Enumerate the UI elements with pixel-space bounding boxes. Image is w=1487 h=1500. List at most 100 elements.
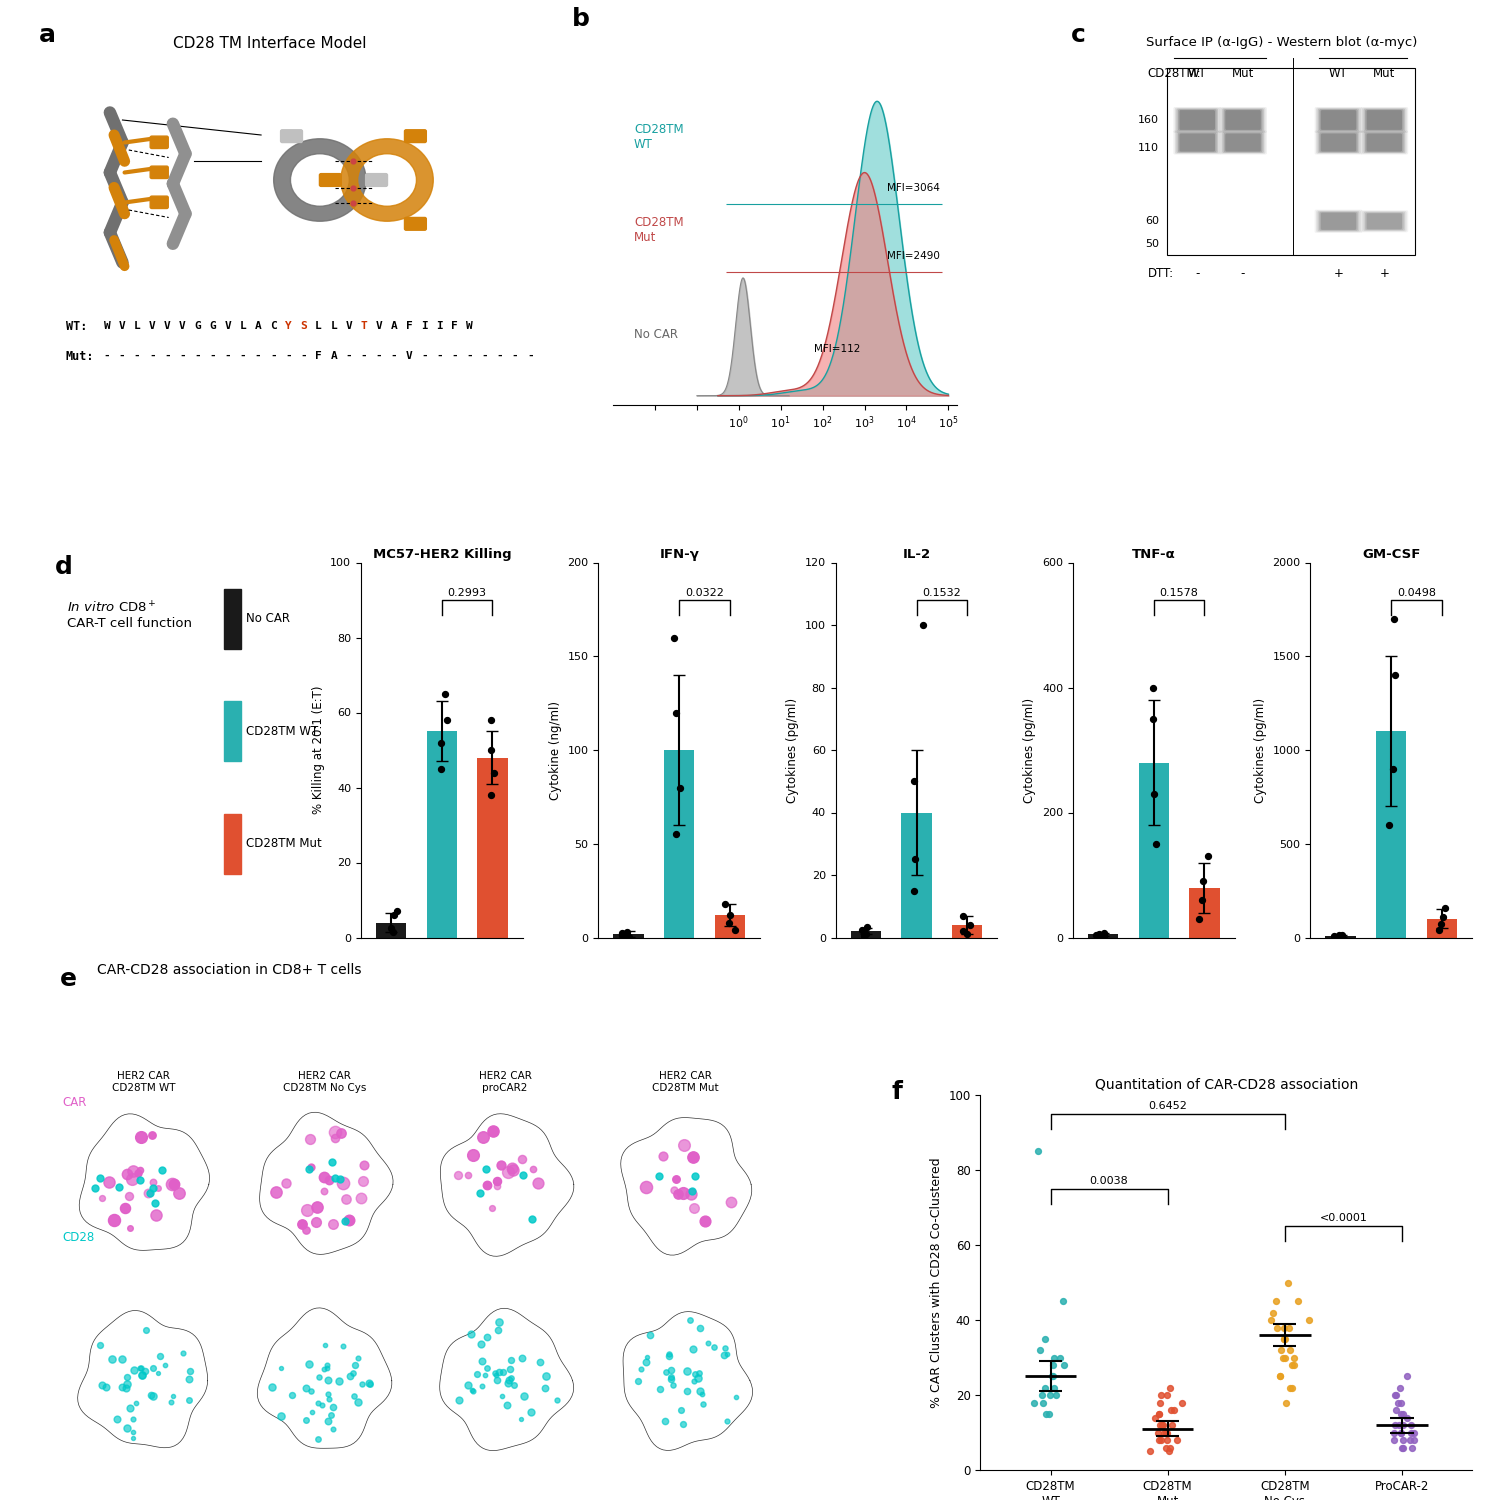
Point: [485, 1170, 509, 1194]
Point: [146, 1176, 170, 1200]
Bar: [952, 926, 983, 938]
Point: [1190, 888, 1213, 912]
Point: [338, 1208, 361, 1231]
Point: [1282, 1353, 1306, 1377]
Point: [1155, 1383, 1179, 1407]
Point: [1261, 1300, 1285, 1324]
Point: [122, 1420, 146, 1444]
Point: [675, 1378, 699, 1402]
Point: [1149, 1413, 1173, 1437]
Point: [141, 1176, 165, 1200]
Point: [1048, 1346, 1072, 1370]
Point: [702, 1335, 726, 1359]
FancyBboxPatch shape: [1367, 134, 1402, 152]
Point: [358, 1372, 382, 1396]
Text: -: -: [225, 351, 232, 361]
Point: [480, 1197, 504, 1221]
Point: [647, 1164, 671, 1188]
Point: [474, 1324, 498, 1348]
Point: [299, 1155, 323, 1179]
Point: [474, 1173, 498, 1197]
Point: [500, 1365, 523, 1389]
FancyBboxPatch shape: [1362, 132, 1407, 154]
Point: [122, 1407, 146, 1431]
Point: [300, 1400, 324, 1423]
Point: [1392, 1401, 1416, 1425]
Point: [1395, 1365, 1419, 1389]
Point: [177, 1366, 201, 1390]
Point: [465, 1362, 489, 1386]
Text: e: e: [59, 968, 76, 992]
Point: [715, 1341, 739, 1365]
Point: [491, 1360, 515, 1384]
Text: -: -: [467, 351, 473, 361]
Point: [446, 1162, 470, 1186]
Title: TNF-α: TNF-α: [1132, 549, 1176, 561]
Text: <0.0001: <0.0001: [1319, 1214, 1367, 1224]
Point: [1377, 813, 1401, 837]
Text: 0.0322: 0.0322: [686, 588, 724, 598]
Text: CD28 TM Interface Model: CD28 TM Interface Model: [172, 36, 366, 51]
Point: [329, 1120, 352, 1144]
Point: [306, 1390, 330, 1414]
FancyBboxPatch shape: [1365, 110, 1404, 130]
FancyBboxPatch shape: [150, 166, 168, 178]
Point: [382, 903, 406, 927]
Point: [687, 1360, 711, 1384]
Point: [1146, 1420, 1170, 1444]
Point: [342, 1383, 366, 1407]
Bar: [1426, 918, 1457, 938]
Text: d: d: [55, 555, 73, 579]
Point: [687, 1365, 711, 1389]
FancyBboxPatch shape: [1317, 211, 1359, 231]
Point: [332, 1335, 355, 1359]
Bar: [225, 590, 241, 648]
Point: [483, 1364, 507, 1388]
FancyBboxPatch shape: [1320, 110, 1356, 130]
Point: [520, 1206, 544, 1230]
Bar: [1088, 934, 1118, 938]
Text: Mut: Mut: [1231, 66, 1254, 80]
FancyBboxPatch shape: [1364, 108, 1405, 132]
Point: [1389, 1376, 1413, 1400]
Text: MFI=112: MFI=112: [815, 345, 861, 354]
Point: [1286, 1288, 1310, 1314]
Text: 0.2993: 0.2993: [448, 588, 486, 598]
Point: [1399, 1420, 1423, 1444]
Point: [309, 1392, 333, 1416]
Text: CD28TM:: CD28TM:: [1148, 66, 1201, 80]
Point: [315, 1353, 339, 1377]
Text: F: F: [315, 351, 323, 361]
Point: [88, 1332, 112, 1356]
Point: [1148, 1428, 1172, 1452]
Point: [306, 1365, 330, 1389]
Point: [107, 1174, 131, 1198]
Point: [294, 1198, 318, 1222]
Point: [312, 1179, 336, 1203]
Point: [1428, 918, 1451, 942]
Point: [688, 1316, 712, 1340]
Point: [280, 1383, 303, 1407]
Point: [1392, 1436, 1416, 1460]
Point: [1084, 922, 1108, 946]
Text: -: -: [482, 351, 488, 361]
Point: [512, 1384, 535, 1408]
Point: [1026, 1140, 1050, 1164]
Point: [149, 1344, 172, 1368]
Point: [852, 924, 876, 948]
Point: [500, 1156, 523, 1180]
Point: [131, 1364, 155, 1388]
Point: [662, 626, 686, 650]
FancyBboxPatch shape: [1364, 132, 1405, 153]
Point: [712, 891, 736, 915]
Point: [479, 708, 503, 732]
Point: [1270, 1346, 1294, 1370]
Point: [137, 1182, 161, 1206]
Point: [1395, 1406, 1419, 1429]
Text: G: G: [210, 321, 216, 332]
Point: [1152, 1420, 1176, 1444]
Point: [479, 738, 503, 762]
Point: [672, 1180, 696, 1204]
Text: 3 μm: 3 μm: [254, 1258, 274, 1268]
Point: [1030, 1383, 1054, 1407]
